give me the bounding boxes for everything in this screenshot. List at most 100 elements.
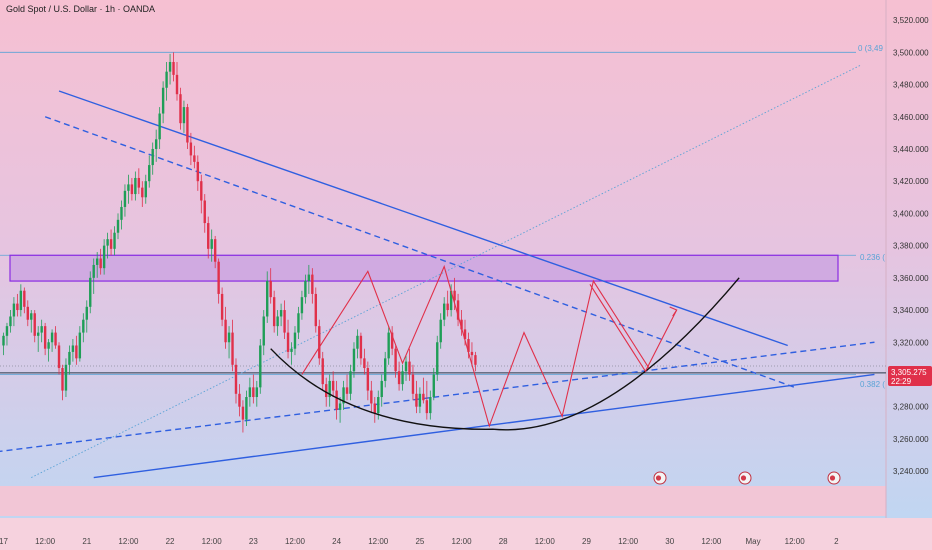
candle-bull	[449, 290, 453, 311]
candle-bull	[123, 190, 127, 207]
candle-bull	[68, 351, 71, 365]
candle-bear	[318, 326, 321, 359]
candle-bull	[356, 335, 359, 349]
candle-bear	[422, 393, 425, 401]
candle-bull	[89, 277, 92, 307]
candle-bull	[255, 387, 259, 398]
event-band	[0, 486, 886, 516]
time-tick-label: 21	[82, 537, 91, 546]
candle-bull	[210, 239, 213, 249]
candle-bear	[75, 345, 78, 359]
candle-bear	[57, 345, 61, 369]
time-tick-label: 12:00	[785, 537, 806, 546]
candle-bear	[314, 293, 317, 327]
candle-bear	[238, 393, 241, 407]
candle-bull	[418, 393, 422, 407]
candle-bear	[179, 94, 182, 124]
candle-bear	[325, 384, 328, 398]
last-price-badge: 3,305.275 22:29	[888, 366, 932, 386]
price-tick-label: 3,400.000	[893, 209, 929, 218]
candle-bull	[328, 380, 331, 398]
price-tick-label: 3,360.000	[893, 274, 929, 283]
candle-bull	[182, 107, 186, 124]
candle-bear	[363, 358, 366, 369]
candle-bull	[165, 71, 168, 88]
price-axis[interactable]: 3,520.000 3,500.000 3,480.000 3,460.000 3,44…	[893, 16, 929, 476]
candle-bear	[467, 339, 470, 352]
dashed-trendline	[0, 341, 875, 453]
fib-label-0382: 0.382 (	[860, 380, 885, 389]
candle-bear	[474, 355, 477, 365]
trendline	[58, 90, 788, 347]
candle-bear	[141, 187, 144, 198]
price-tick-label: 3,340.000	[893, 306, 929, 315]
candle-bull	[116, 219, 120, 233]
candle-bull	[300, 297, 304, 314]
candle-bear	[460, 319, 463, 330]
candle-bear	[331, 380, 335, 391]
candle-bull	[2, 335, 5, 346]
candle-bull	[92, 264, 95, 278]
candle-bear	[408, 361, 411, 375]
candle-bear	[446, 303, 449, 311]
candle-bull	[50, 332, 54, 343]
candle-bear	[137, 177, 141, 188]
time-tick-label: 12:00	[452, 537, 473, 546]
time-axis[interactable]: 17 12:00 21 12:00 22 12:00 23 12:00 24 12:00 25 12:…	[0, 537, 839, 546]
time-tick-label: 22	[166, 537, 175, 546]
candle-bear	[335, 390, 338, 410]
candle-bull	[154, 139, 158, 149]
candle-bear	[470, 351, 474, 356]
candle-bear	[200, 181, 203, 201]
candle-bull	[429, 397, 432, 414]
dashed-trendline	[44, 116, 795, 389]
candle-bull	[290, 348, 293, 352]
price-tick-label: 3,500.000	[893, 48, 929, 57]
candle-bull	[436, 342, 439, 375]
candle-bull	[78, 332, 82, 359]
candle-bear	[172, 61, 175, 75]
candle-bear	[425, 400, 429, 414]
trendline	[93, 373, 875, 479]
candle-bull	[377, 397, 380, 414]
candle-bear	[207, 223, 210, 249]
candle-bull	[259, 345, 262, 388]
candle-bull	[64, 364, 68, 391]
candle-bull	[144, 181, 147, 198]
candle-bull	[127, 184, 130, 191]
candle-bear	[411, 374, 415, 394]
candle-bull	[102, 245, 106, 269]
event-flag-mark	[740, 475, 747, 481]
candle-bear	[54, 332, 57, 346]
candle-bear	[456, 300, 460, 320]
fib-label-0: 0 (3,49	[858, 44, 883, 53]
candle-bull	[9, 316, 12, 327]
price-tick-label: 3,320.000	[893, 338, 929, 347]
candle-bull	[106, 239, 109, 246]
fib-label-0236: 0.236 (	[860, 253, 885, 262]
price-tick-label: 3,380.000	[893, 242, 929, 251]
price-tick-label: 3,480.000	[893, 81, 929, 90]
candles-layer	[2, 52, 477, 433]
candle-bear	[231, 332, 234, 365]
candle-bull	[168, 61, 172, 72]
candle-bull	[151, 148, 154, 166]
candle-bear	[196, 161, 200, 182]
candle-bear	[241, 406, 245, 420]
candle-bear	[193, 155, 196, 162]
time-tick-label: 24	[332, 537, 341, 546]
time-tick-label: 30	[665, 537, 674, 546]
candle-bear	[359, 335, 363, 359]
projection-path	[589, 283, 678, 373]
candle-bear	[394, 348, 397, 372]
candle-bull	[387, 332, 390, 359]
time-tick-label: 12:00	[368, 537, 389, 546]
time-tick-label: 29	[582, 537, 591, 546]
candle-bear	[220, 293, 224, 320]
price-tick-label: 3,260.000	[893, 435, 929, 444]
candle-bull	[30, 313, 33, 320]
candle-bear	[390, 332, 394, 349]
economic-event-icon	[827, 471, 841, 485]
